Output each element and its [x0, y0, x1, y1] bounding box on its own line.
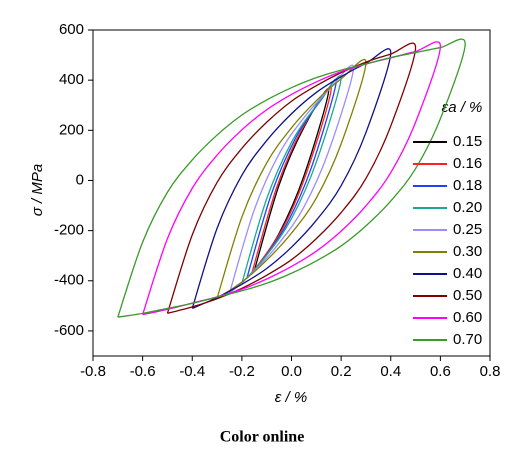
- caption: Color online: [220, 429, 305, 446]
- legend-label: 0.60: [453, 309, 482, 326]
- y-tick-label: -200: [54, 222, 84, 239]
- plot-frame: [92, 29, 491, 357]
- loop-line: [251, 86, 332, 274]
- legend-label: 0.30: [453, 243, 482, 260]
- y-tick-label: -600: [54, 322, 84, 339]
- x-tick-label: 0.4: [380, 363, 401, 380]
- x-axis-label: ε / %: [275, 389, 307, 406]
- legend-label: 0.70: [453, 331, 482, 348]
- loop-line: [191, 48, 392, 309]
- x-tick-label: 0.2: [331, 363, 352, 380]
- legend-label: 0.25: [453, 221, 482, 238]
- x-tick-label: 0.6: [430, 363, 451, 380]
- x-tick-label: 0.0: [281, 363, 302, 380]
- y-tick-label: 600: [59, 21, 84, 38]
- loop-line: [241, 75, 342, 284]
- y-tick-label: 0: [76, 171, 84, 188]
- loop-line: [117, 38, 466, 318]
- y-axis-label: σ / MPa: [29, 164, 46, 216]
- x-tick-label: 0.8: [480, 363, 501, 380]
- legend-label: 0.50: [453, 287, 482, 304]
- y-tick-label: -400: [54, 272, 84, 289]
- loop-line: [142, 41, 442, 316]
- x-tick-label: -0.4: [179, 363, 205, 380]
- x-tick-label: -0.2: [229, 363, 255, 380]
- legend-label: 0.40: [453, 265, 482, 282]
- legend-label: 0.18: [453, 177, 482, 194]
- legend-label: 0.20: [453, 199, 482, 216]
- y-tick-label: 200: [59, 121, 84, 138]
- legend-title: εa / %: [442, 99, 483, 116]
- legend-label: 0.16: [453, 155, 482, 172]
- loop-line: [166, 42, 417, 314]
- legend-label: 0.15: [453, 133, 482, 150]
- x-tick-label: -0.8: [80, 363, 106, 380]
- y-tick-label: 400: [59, 71, 84, 88]
- x-tick-label: -0.6: [130, 363, 156, 380]
